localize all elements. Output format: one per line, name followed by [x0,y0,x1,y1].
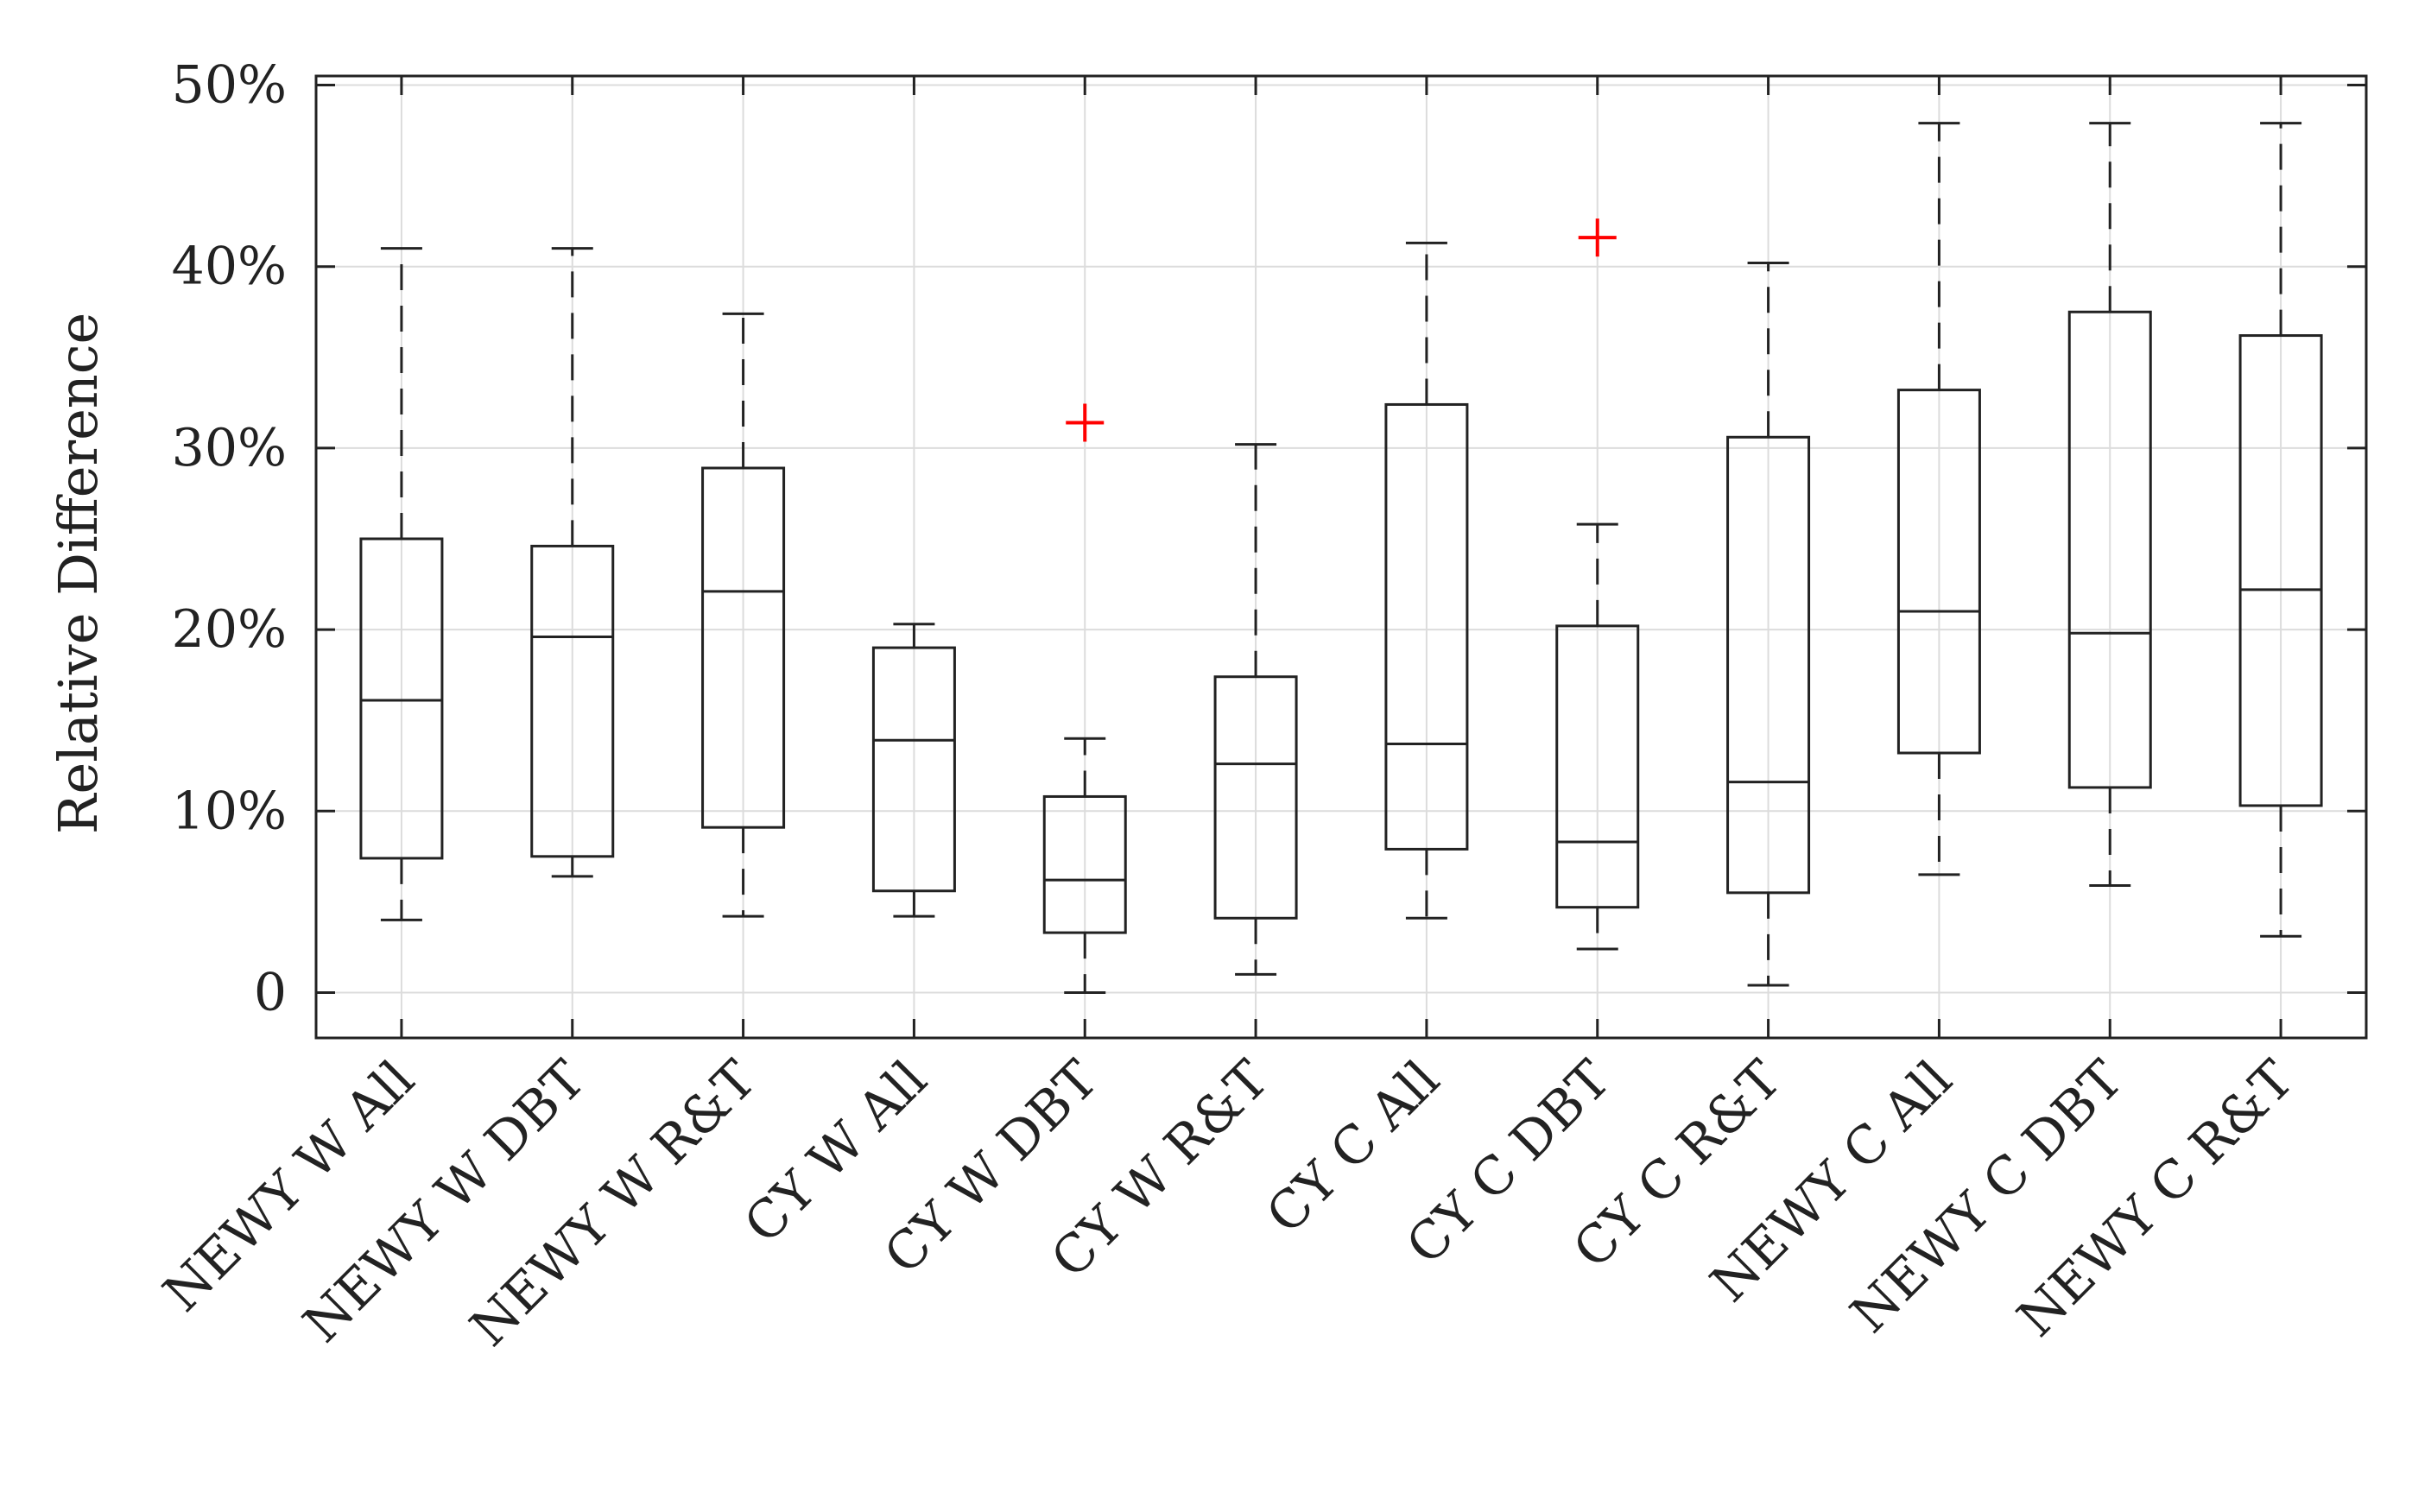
outlier-marker [1578,218,1617,257]
axes-frame [314,74,2368,1040]
box-group [1726,261,1811,987]
box-iqr [1555,624,1640,909]
box-iqr [2238,334,2323,807]
outlier-marker [1066,403,1105,442]
y-tick-label: 30% [172,418,287,478]
box-group [1042,403,1127,994]
box-group [359,247,444,921]
box-group [871,623,956,918]
box-iqr [530,544,615,858]
box-group [2238,122,2323,938]
y-tick-label: 40% [172,237,287,297]
box-group [1896,122,1981,876]
box-group [701,312,786,918]
y-axis-label: Relative Difference [47,313,110,834]
y-tick-label: 10% [172,781,287,841]
box-group [530,247,615,878]
box-group [1384,241,1469,920]
box-iqr [1896,389,1981,755]
box-series [359,122,2323,994]
axis-ticks [316,76,2366,1038]
box-iqr [1213,675,1298,920]
box-iqr [359,537,444,860]
grid-lines [316,76,2366,1038]
box-iqr [871,646,956,893]
box-group [1213,443,1298,976]
box-iqr [1384,402,1469,851]
box-iqr [2067,310,2152,789]
y-tick-label: 20% [172,599,287,660]
box-group [2067,122,2152,887]
y-tick-label: 0 [254,962,287,1022]
box-iqr [1042,794,1127,934]
box-group [1555,218,1640,951]
box-iqr [1726,435,1811,895]
box-iqr [701,466,786,829]
y-tick-label: 50% [172,55,287,116]
